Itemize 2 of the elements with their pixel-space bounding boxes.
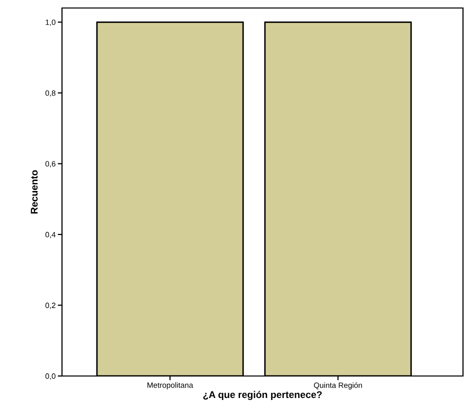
x-axis-title: ¿A que región pertenece? bbox=[203, 390, 322, 400]
y-axis-title: Recuento bbox=[30, 170, 38, 214]
